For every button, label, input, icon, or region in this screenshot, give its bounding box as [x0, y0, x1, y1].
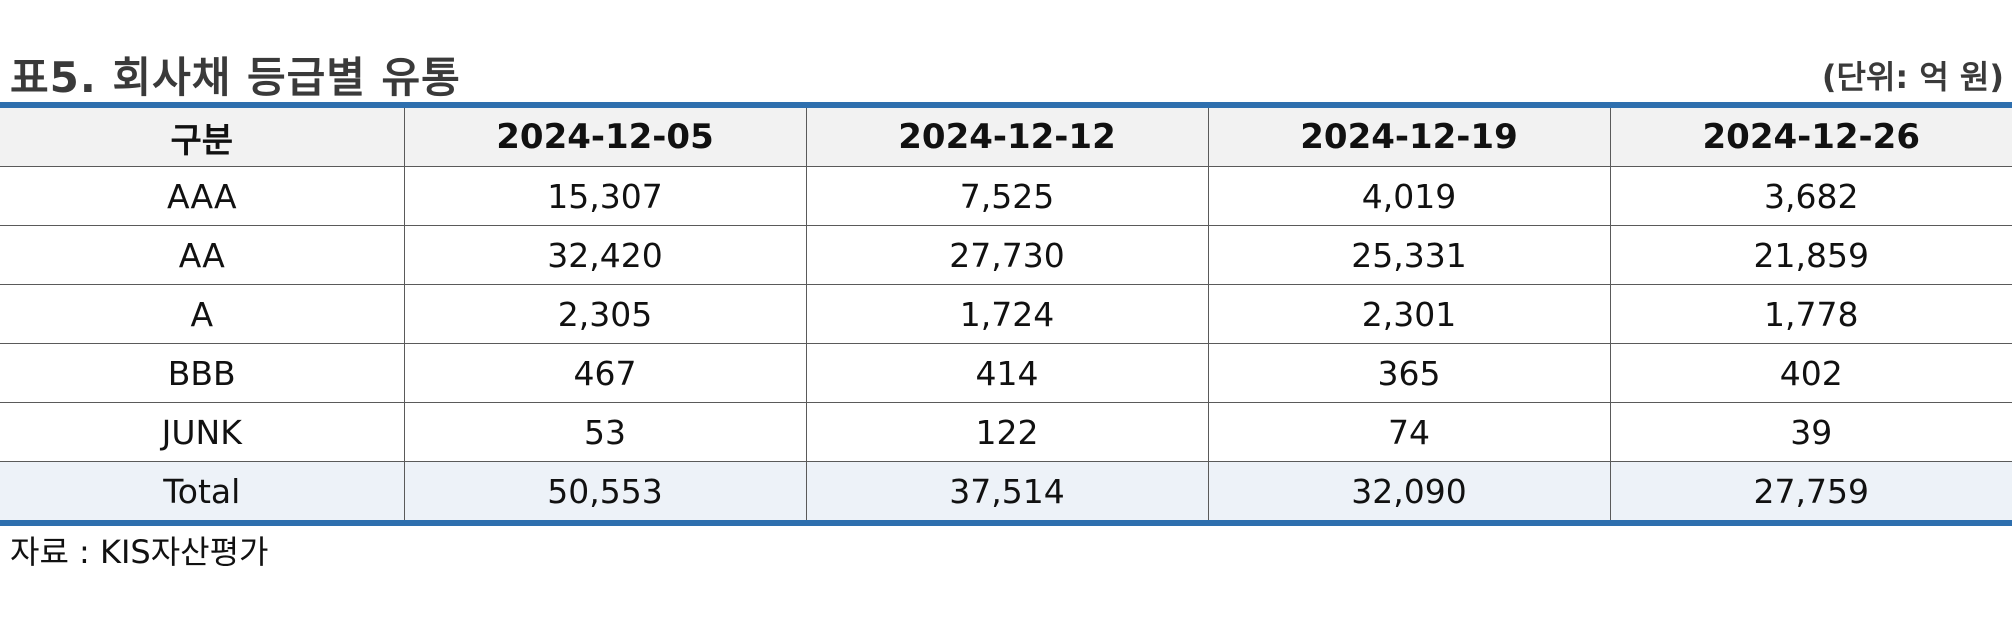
- total-row: Total 50,553 37,514 32,090 27,759: [0, 461, 2012, 523]
- table-row: A 2,305 1,724 2,301 1,778: [0, 284, 2012, 344]
- row-label: BBB: [0, 343, 405, 403]
- table-row: BBB 467 414 365 402: [0, 343, 2012, 403]
- table-cell: 15,307: [403, 166, 807, 226]
- table-cell: 32,420: [403, 225, 807, 285]
- table-cell: 402: [1609, 343, 2012, 403]
- table-cell: 365: [1207, 343, 1611, 403]
- table-row: AAA 15,307 7,525 4,019 3,682: [0, 166, 2012, 226]
- bond-grade-table: 구분 2024-12-05 2024-12-12 2024-12-19 2024…: [0, 102, 2012, 526]
- table-cell: 1,724: [805, 284, 1209, 344]
- table-title: 표5. 회사채 등급별 유통: [10, 53, 461, 102]
- table-cell: 1,778: [1609, 284, 2012, 344]
- table-cell: 39: [1609, 402, 2012, 462]
- source-note: 자료 : KIS자산평가: [10, 533, 269, 571]
- table-cell: 21,859: [1609, 225, 2012, 285]
- table-cell: 50,553: [403, 461, 807, 523]
- column-header: 2024-12-05: [403, 105, 807, 167]
- table-cell: 122: [805, 402, 1209, 462]
- data-table: 구분 2024-12-05 2024-12-12 2024-12-19 2024…: [0, 102, 2012, 526]
- row-label: Total: [0, 461, 405, 523]
- table-cell: 3,682: [1609, 166, 2012, 226]
- table-cell: 7,525: [805, 166, 1209, 226]
- table-cell: 2,301: [1207, 284, 1611, 344]
- table-cell: 467: [403, 343, 807, 403]
- table-row: AA 32,420 27,730 25,331 21,859: [0, 225, 2012, 285]
- row-label: AA: [0, 225, 405, 285]
- column-header: 구분: [0, 105, 405, 167]
- column-header: 2024-12-19: [1207, 105, 1611, 167]
- header-row: 구분 2024-12-05 2024-12-12 2024-12-19 2024…: [0, 105, 2012, 167]
- row-label: AAA: [0, 166, 405, 226]
- table-cell: 27,759: [1609, 461, 2012, 523]
- table-cell: 53: [403, 402, 807, 462]
- table-cell: 414: [805, 343, 1209, 403]
- unit-label: (단위: 억 원): [1821, 58, 2004, 96]
- table-cell: 25,331: [1207, 225, 1611, 285]
- table-cell: 4,019: [1207, 166, 1611, 226]
- table-cell: 27,730: [805, 225, 1209, 285]
- table-cell: 32,090: [1207, 461, 1611, 523]
- column-header: 2024-12-12: [805, 105, 1209, 167]
- table-row: JUNK 53 122 74 39: [0, 402, 2012, 462]
- table-cell: 2,305: [403, 284, 807, 344]
- column-header: 2024-12-26: [1609, 105, 2012, 167]
- row-label: A: [0, 284, 405, 344]
- table-cell: 37,514: [805, 461, 1209, 523]
- row-label: JUNK: [0, 402, 405, 462]
- table-cell: 74: [1207, 402, 1611, 462]
